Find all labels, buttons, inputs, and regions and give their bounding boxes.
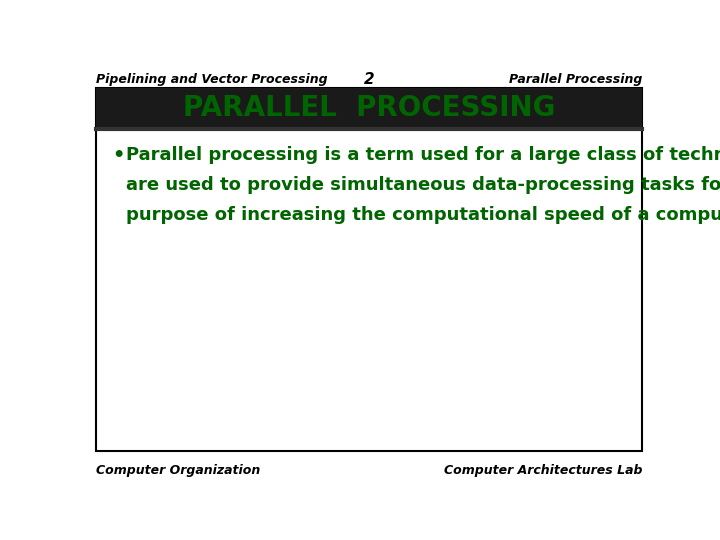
- Text: Parallel processing is a term used for a large class of techniques that: Parallel processing is a term used for a…: [126, 146, 720, 164]
- Text: PARALLEL  PROCESSING: PARALLEL PROCESSING: [183, 94, 555, 123]
- Text: purpose of increasing the computational speed of a computer system.: purpose of increasing the computational …: [126, 206, 720, 224]
- Text: Pipelining and Vector Processing: Pipelining and Vector Processing: [96, 73, 327, 86]
- Text: 2: 2: [364, 72, 374, 87]
- Text: •: •: [112, 146, 125, 165]
- Bar: [96, 87, 642, 129]
- Text: Computer Organization: Computer Organization: [96, 464, 260, 477]
- Text: Parallel Processing: Parallel Processing: [509, 73, 642, 86]
- Bar: [96, 87, 642, 451]
- Text: Computer Architectures Lab: Computer Architectures Lab: [444, 464, 642, 477]
- Text: are used to provide simultaneous data-processing tasks for the: are used to provide simultaneous data-pr…: [126, 176, 720, 194]
